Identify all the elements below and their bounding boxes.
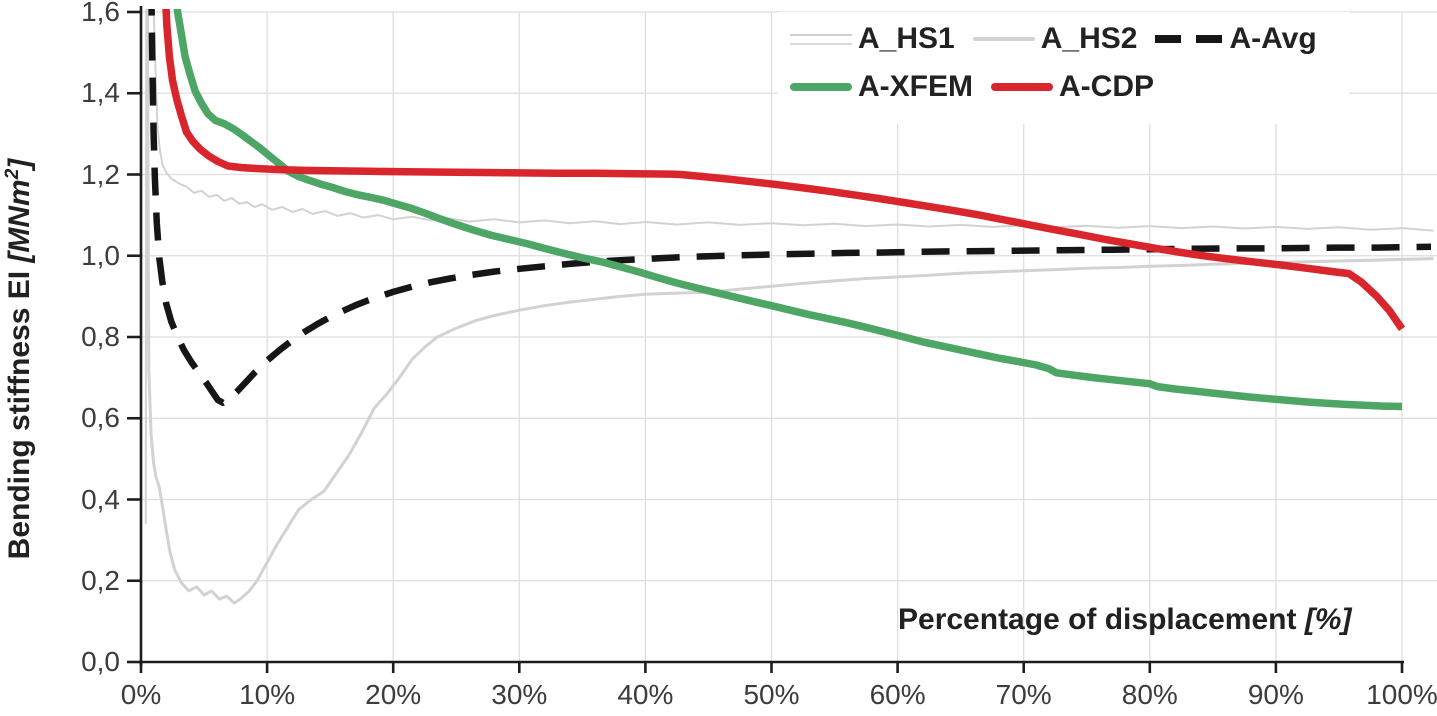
x-tick-label: 0% [120,679,162,710]
chart-legend: A_HS1 A_HS2 A-Avg A-XFEM A-CDP [778,12,1349,124]
legend-item-A_HS2: A_HS2 [972,22,1138,56]
x-axis-unit: [%] [1304,603,1352,636]
y-tick-label: 1,0 [81,239,120,271]
x-tick-label: 70% [995,679,1052,710]
y-tick-label: 1,6 [81,0,120,27]
y-tick-label: 0,2 [81,564,120,596]
axes [127,6,1404,673]
y-tick-label: 0,6 [81,402,120,434]
series-A-Avg [148,9,1432,407]
x-tick-label: 60% [869,679,926,710]
legend-label-A-XFEM: A-XFEM [858,70,973,103]
y-tick-label: 0,4 [81,483,120,515]
legend-row: A_HS1 A_HS2 A-Avg [790,22,1335,56]
legend-label-A_HS2: A_HS2 [1040,22,1138,55]
x-tick-label: 80% [1121,679,1178,710]
x-axis-title: Percentage of displacement [%] [898,603,1352,636]
x-tick-label: 40% [617,679,674,710]
legend-item-A-CDP: A-CDP [991,70,1154,104]
legend-swatch-A-XFEM [790,83,852,91]
y-tick-label: 0,0 [81,646,120,677]
series-A-CDP [162,9,1406,332]
legend-swatch-A-Avg [1155,35,1224,43]
legend-label-A_HS1: A_HS1 [858,22,955,55]
legend-swatch-A_HS2 [972,37,1035,41]
legend-swatch-A-CDP [991,83,1053,91]
x-tick-label: 100% [1366,679,1437,710]
y-tick-label: 0,8 [81,321,120,352]
legend-label-A-Avg: A-Avg [1229,22,1317,55]
x-tick-label: 30% [491,679,548,710]
y-tick-label: 1,2 [81,158,120,190]
x-tick-label: 10% [239,679,296,710]
series-A_HS2 [145,9,1434,605]
x-tick-label: 90% [1247,679,1304,710]
legend-row: A-XFEM A-CDP [790,70,1335,104]
legend-item-A-Avg: A-Avg [1155,22,1317,56]
legend-swatch-A_HS1 [790,33,852,45]
y-axis-title: Bending stiffness EI [MNm2] [2,158,36,560]
y-tick-label: 1,4 [81,77,120,109]
series-A-XFEM [173,9,1403,411]
x-tick-label: 50% [743,679,800,710]
x-tick-label: 20% [365,679,422,710]
series-lines [144,9,1434,605]
legend-label-A-CDP: A-CDP [1059,70,1154,103]
legend-item-A_HS1: A_HS1 [790,22,955,56]
legend-item-A-XFEM: A-XFEM [790,70,973,104]
